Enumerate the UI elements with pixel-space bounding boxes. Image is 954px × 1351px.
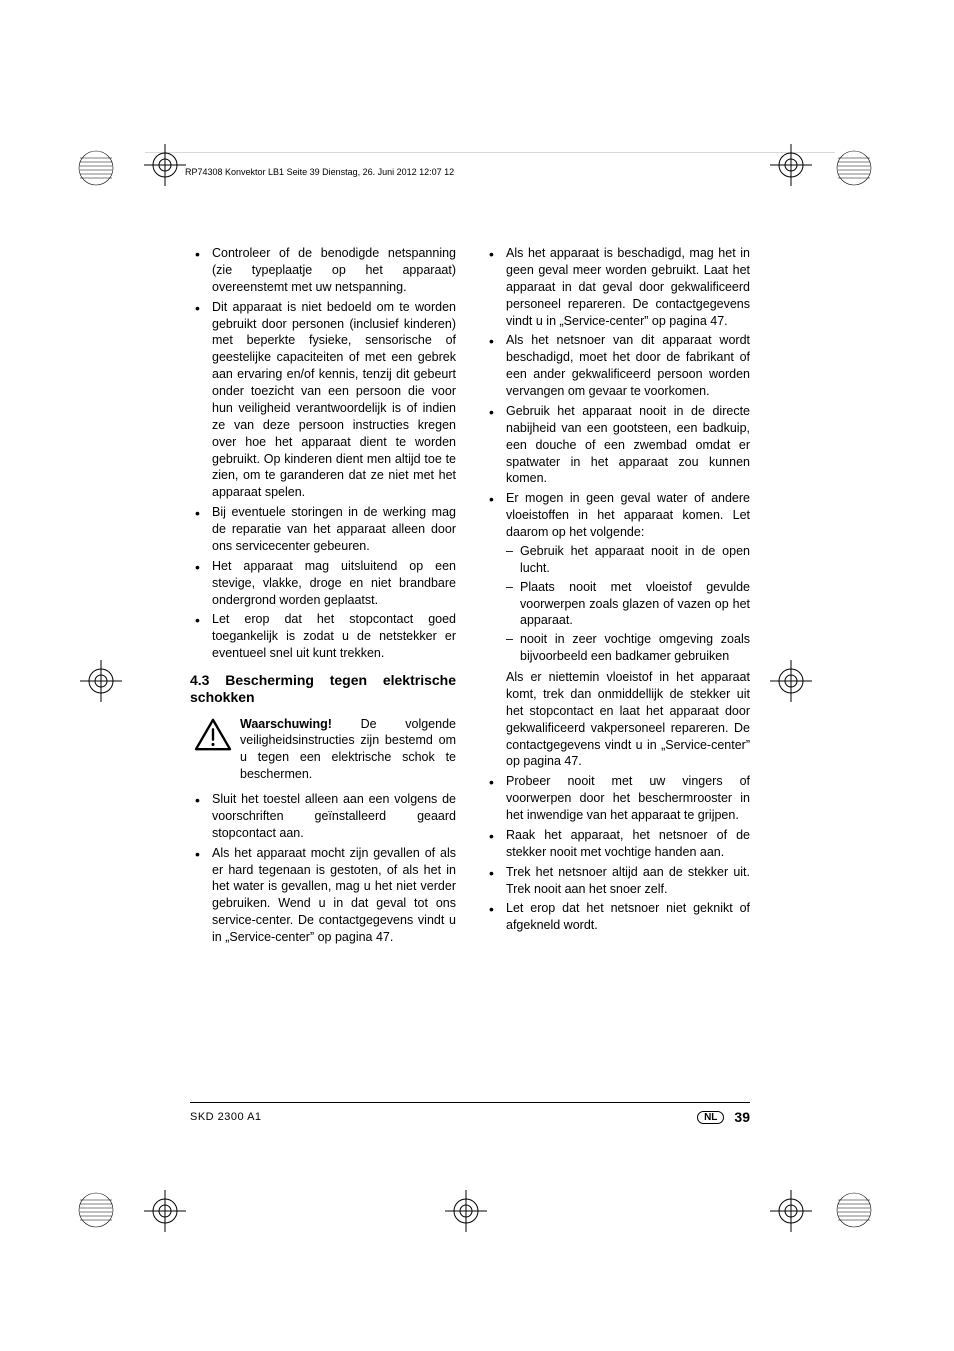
running-header: RP74308 Konvektor LB1 Seite 39 Dienstag,… [185, 167, 454, 177]
corner-mark-icon [78, 150, 114, 186]
registration-mark-icon [80, 660, 122, 702]
bullet-text: Trek het netsnoer altijd aan de stekker … [484, 864, 750, 898]
bullet-text: Als het apparaat mocht zijn gevallen of … [190, 845, 456, 946]
bullet-text: Als het apparaat is beschadigd, mag het … [484, 245, 750, 329]
corner-mark-icon [78, 1192, 114, 1228]
bullet-text: Let erop dat het stopcontact goed toegan… [190, 611, 456, 662]
continuation-paragraph: Als er niettemin vloeistof in het appara… [484, 669, 750, 770]
registration-mark-icon [144, 144, 186, 186]
registration-mark-icon [445, 1190, 487, 1232]
footer-right-group: NL 39 [697, 1109, 750, 1125]
corner-mark-icon [836, 150, 872, 186]
registration-mark-icon [770, 660, 812, 702]
bullet-text: Het apparaat mag uitsluitend op een stev… [190, 558, 456, 609]
registration-mark-icon [770, 144, 812, 186]
dash-text: Gebruik het apparaat nooit in de open lu… [506, 543, 750, 577]
registration-mark-icon [770, 1190, 812, 1232]
left-column: Controleer of de benodigde netspanning (… [190, 245, 456, 949]
registration-mark-icon [144, 1190, 186, 1232]
bullet-text: Raak het apparaat, het netsnoer of de st… [484, 827, 750, 861]
hairline-divider [145, 152, 835, 153]
warning-text: Waarschuwing! De volgende veiligheidsins… [240, 716, 456, 784]
bullet-text: Probeer nooit met uw vingers of voorwerp… [484, 773, 750, 824]
page-content: Controleer of de benodigde netspanning (… [190, 245, 750, 1125]
language-badge: NL [697, 1111, 724, 1124]
bullet-text: Als het netsnoer van dit apparaat wordt … [484, 332, 750, 400]
right-column: Als het apparaat is beschadigd, mag het … [484, 245, 750, 949]
two-column-layout: Controleer of de benodigde netspanning (… [190, 245, 750, 949]
warning-triangle-icon [194, 718, 232, 752]
bullet-intro: Er mogen in geen geval water of andere v… [506, 491, 750, 539]
corner-mark-icon [836, 1192, 872, 1228]
bullet-text: Controleer of de benodigde netspanning (… [190, 245, 456, 296]
page-footer: SKD 2300 A1 NL 39 [190, 1102, 750, 1125]
bullet-text: Gebruik het apparaat nooit in de directe… [484, 403, 750, 487]
bullet-text: Sluit het toestel alleen aan een volgens… [190, 791, 456, 842]
dash-text: nooit in zeer vochtige omgeving zoals bi… [506, 631, 750, 665]
warning-label: Waarschuwing! [240, 717, 332, 731]
bullet-text: Let erop dat het netsnoer niet geknikt o… [484, 900, 750, 934]
bullet-text: Bij eventuele storingen in de werking ma… [190, 504, 456, 555]
bullet-text: Dit apparaat is niet bedoeld om te worde… [190, 299, 456, 502]
bullet-with-sublist: Er mogen in geen geval water of andere v… [484, 490, 750, 665]
section-heading: 4.3 Bescherming tegen elektrische schokk… [190, 672, 456, 706]
footer-model: SKD 2300 A1 [190, 1111, 262, 1123]
warning-block: Waarschuwing! De volgende veiligheidsins… [190, 716, 456, 784]
dash-text: Plaats nooit met vloeistof gevulde voorw… [506, 579, 750, 630]
page-number: 39 [734, 1109, 750, 1125]
